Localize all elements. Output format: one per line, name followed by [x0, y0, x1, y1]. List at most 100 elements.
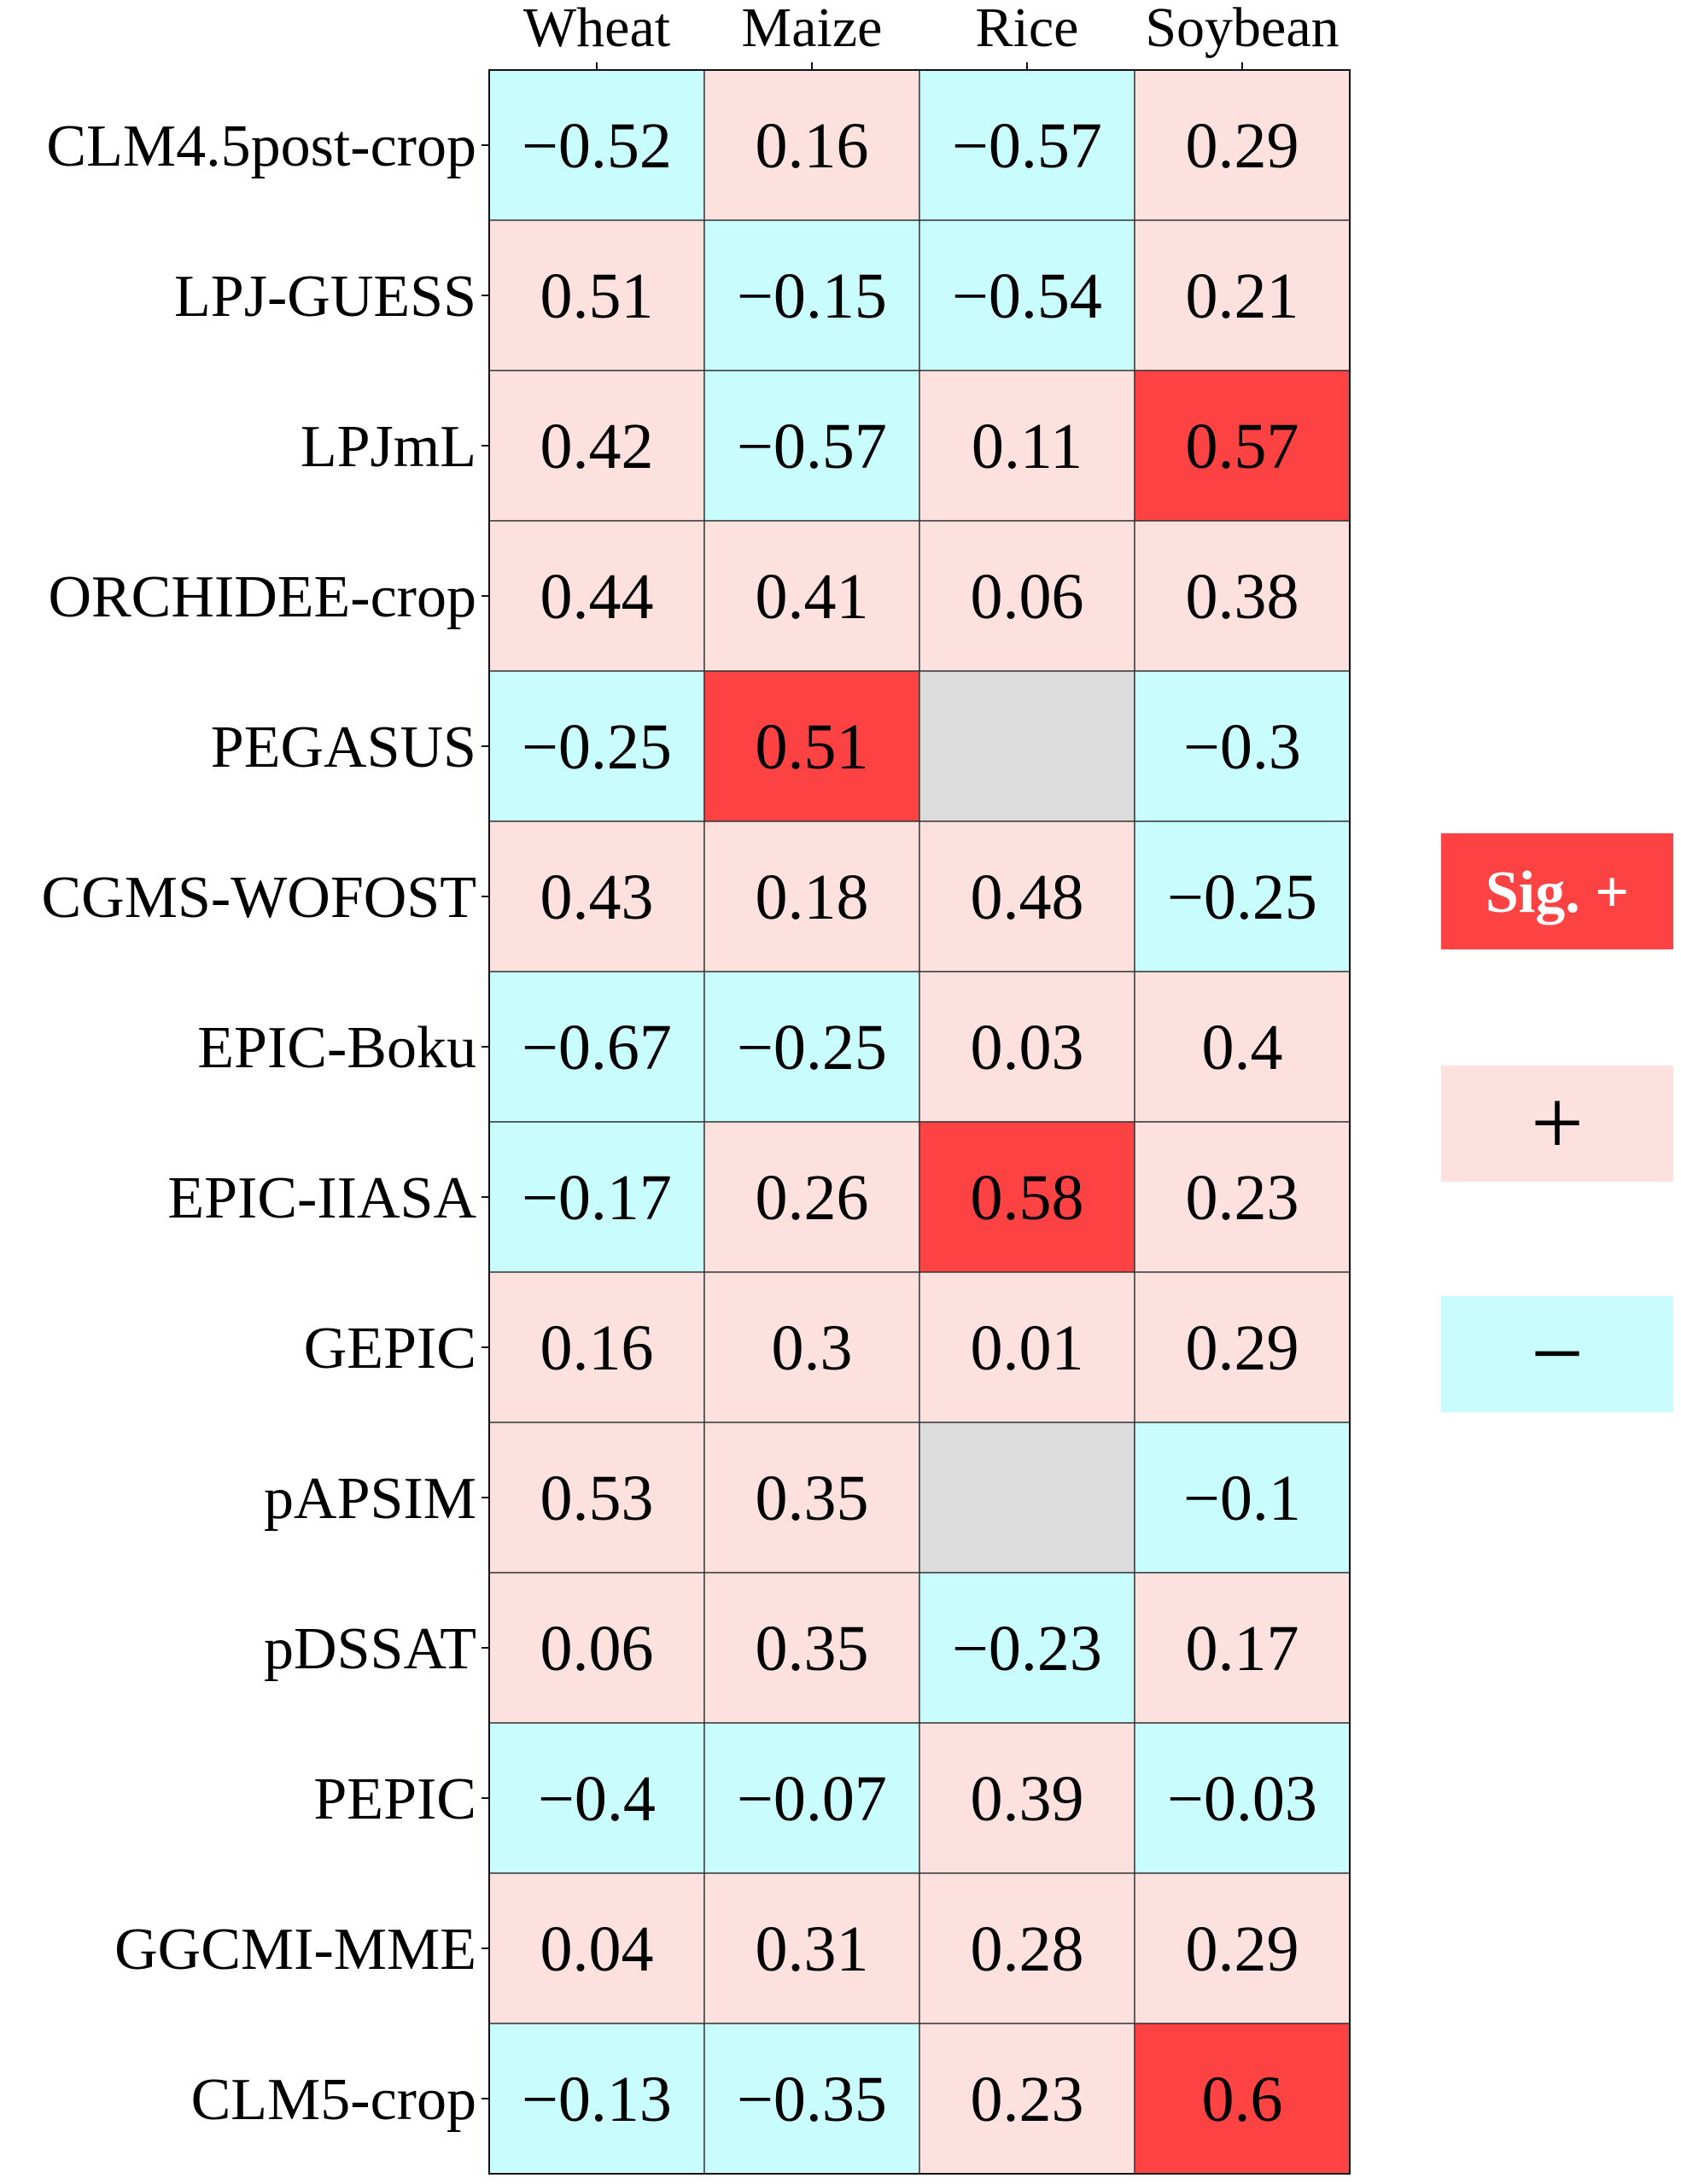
legend-label-sig: Sig. +: [1485, 860, 1629, 926]
row-label-gepic: GEPIC: [304, 1316, 476, 1381]
cell-orchidee-crop-wheat: [488, 520, 705, 672]
cell-value-lpjml-maize: −0.57: [737, 411, 887, 482]
cell-clm4-5post-crop-wheat: [488, 69, 705, 221]
cell-value-orchidee-crop-maize: 0.41: [756, 561, 869, 633]
column-labels: Wheat Maize Rice Soybean: [523, 0, 1340, 59]
cell-value-pdssat-soybean: 0.17: [1186, 1613, 1299, 1685]
cell-value-pdssat-rice: −0.23: [952, 1613, 1102, 1685]
cell-value-clm4-5post-crop-wheat: −0.52: [522, 110, 672, 182]
cell-papsim-maize: [703, 1422, 920, 1574]
cell-epic-iiasa-maize: [703, 1121, 920, 1273]
cell-value-pegasus-soybean: −0.3: [1183, 711, 1301, 783]
cell-ggcmi-mme-wheat: [488, 1872, 705, 2024]
cell-value-ggcmi-mme-rice: 0.28: [971, 1913, 1084, 1985]
cell-value-cgms-wofost-maize: 0.18: [756, 861, 869, 933]
cell-papsim-soybean: [1134, 1422, 1351, 1574]
cell-value-cgms-wofost-soybean: −0.25: [1167, 861, 1317, 933]
row-label-pdssat: pDSSAT: [264, 1616, 476, 1682]
cell-clm4-5post-crop-maize: [703, 69, 920, 221]
row-label-orchidee-crop: ORCHIDEE-crop: [48, 564, 476, 630]
cell-ggcmi-mme-maize: [703, 1872, 920, 2024]
cell-lpjml-soybean: [1134, 370, 1351, 522]
cell-pepic-maize: [703, 1722, 920, 1874]
cell-clm4-5post-crop-soybean: [1134, 69, 1351, 221]
cell-value-pegasus-maize: 0.51: [756, 711, 869, 783]
cell-value-lpjml-wheat: 0.42: [540, 411, 654, 482]
row-label-epic-boku: EPIC-Boku: [197, 1015, 476, 1081]
legend-label-neg: −: [1531, 1301, 1584, 1405]
cell-value-clm5-crop-maize: −0.35: [737, 2064, 887, 2135]
legend: Sig. + + −: [1441, 833, 1673, 1412]
cell-gepic-rice: [919, 1271, 1135, 1423]
cell-value-lpjml-soybean: 0.57: [1186, 411, 1299, 482]
cell-value-pegasus-wheat: −0.25: [522, 711, 672, 783]
cell-clm5-crop-rice: [919, 2023, 1135, 2175]
cell-value-cgms-wofost-wheat: 0.43: [540, 861, 654, 933]
cell-pepic-soybean: [1134, 1722, 1351, 1874]
cell-value-papsim-soybean: −0.1: [1183, 1463, 1301, 1534]
legend-swatch-pos: [1441, 1066, 1673, 1182]
cell-value-clm5-crop-rice: 0.23: [971, 2064, 1084, 2135]
cell-value-orchidee-crop-wheat: 0.44: [540, 561, 654, 633]
cell-pdssat-soybean: [1134, 1572, 1351, 1724]
cell-epic-boku-maize: [703, 971, 920, 1123]
cell-value-gepic-maize: 0.3: [772, 1312, 853, 1384]
cell-value-epic-boku-soybean: 0.4: [1202, 1012, 1283, 1083]
cell-value-lpj-guess-rice: −0.54: [952, 260, 1102, 332]
row-label-pegasus: PEGASUS: [211, 715, 476, 780]
heatmap-cells: [488, 69, 1351, 2175]
row-label-cgms-wofost: CGMS-WOFOST: [41, 865, 476, 931]
cell-papsim-wheat: [488, 1422, 705, 1574]
cell-value-pepic-soybean: −0.03: [1167, 1763, 1317, 1835]
cell-value-gepic-soybean: 0.29: [1186, 1312, 1299, 1384]
cell-value-clm4-5post-crop-soybean: 0.29: [1186, 110, 1299, 182]
row-label-clm4-5post-crop: CLM4.5post-crop: [46, 114, 476, 179]
cell-value-papsim-wheat: 0.53: [540, 1463, 654, 1534]
cell-pegasus-soybean: [1134, 670, 1351, 822]
row-label-clm5-crop: CLM5-crop: [191, 2067, 476, 2133]
cell-pegasus-rice: [919, 670, 1135, 822]
cell-pepic-rice: [919, 1722, 1135, 1874]
cell-value-epic-iiasa-soybean: 0.23: [1186, 1162, 1299, 1234]
cell-value-gepic-rice: 0.01: [971, 1312, 1084, 1384]
cell-pepic-wheat: [488, 1722, 705, 1874]
cell-value-clm4-5post-crop-maize: 0.16: [756, 110, 869, 182]
cell-value-lpj-guess-soybean: 0.21: [1186, 260, 1299, 332]
cell-epic-iiasa-wheat: [488, 1121, 705, 1273]
cell-epic-boku-soybean: [1134, 971, 1351, 1123]
cell-value-pdssat-wheat: 0.06: [540, 1613, 654, 1685]
column-label-maize: Maize: [742, 0, 883, 59]
cell-epic-iiasa-soybean: [1134, 1121, 1351, 1273]
cell-value-epic-boku-maize: −0.25: [737, 1012, 887, 1083]
cell-ggcmi-mme-rice: [919, 1872, 1135, 2024]
cell-value-papsim-maize: 0.35: [756, 1463, 869, 1534]
cell-cgms-wofost-maize: [703, 820, 920, 972]
cell-value-gepic-wheat: 0.16: [540, 1312, 654, 1384]
cell-cgms-wofost-soybean: [1134, 820, 1351, 972]
cell-value-pepic-maize: −0.07: [737, 1763, 887, 1835]
cell-orchidee-crop-soybean: [1134, 520, 1351, 672]
cell-value-pepic-wheat: −0.4: [538, 1763, 656, 1835]
cell-cgms-wofost-wheat: [488, 820, 705, 972]
cell-values: −0.52 0.16 −0.57 0.29 0.51 −0.15 −0.54 0.21 0.42…: [522, 110, 1317, 2135]
cell-lpj-guess-rice: [919, 219, 1135, 371]
cell-pegasus-wheat: [488, 670, 705, 822]
row-labels: CLM4.5post-crop LPJ-GUESS LPJmL ORCHIDEE-cr…: [41, 114, 476, 2133]
row-label-pepic: PEPIC: [313, 1766, 476, 1832]
cell-cgms-wofost-rice: [919, 820, 1135, 972]
cell-clm5-crop-wheat: [488, 2023, 705, 2175]
cell-lpj-guess-wheat: [488, 219, 705, 371]
cell-value-epic-boku-rice: 0.03: [971, 1012, 1084, 1083]
cell-lpjml-maize: [703, 370, 920, 522]
column-label-soybean: Soybean: [1145, 0, 1339, 59]
column-label-rice: Rice: [976, 0, 1079, 59]
cell-orchidee-crop-rice: [919, 520, 1135, 672]
legend-label-pos: +: [1531, 1071, 1584, 1175]
cell-value-lpj-guess-wheat: 0.51: [540, 260, 654, 332]
row-label-lpjml: LPJmL: [301, 414, 476, 480]
cell-value-cgms-wofost-rice: 0.48: [971, 861, 1084, 933]
cell-lpj-guess-maize: [703, 219, 920, 371]
cell-value-pepic-rice: 0.39: [971, 1763, 1084, 1835]
cell-value-epic-iiasa-rice: 0.58: [971, 1162, 1084, 1234]
